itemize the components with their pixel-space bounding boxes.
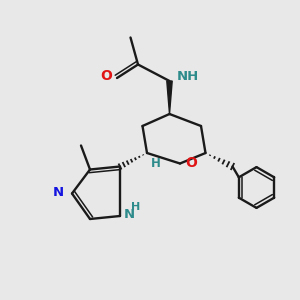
Polygon shape (167, 81, 172, 114)
Text: H: H (151, 157, 161, 170)
Text: O: O (185, 156, 197, 170)
Text: N: N (52, 185, 64, 199)
Text: O: O (100, 69, 112, 82)
Text: H: H (131, 202, 141, 212)
Text: N: N (124, 208, 135, 221)
Text: NH: NH (177, 70, 199, 83)
